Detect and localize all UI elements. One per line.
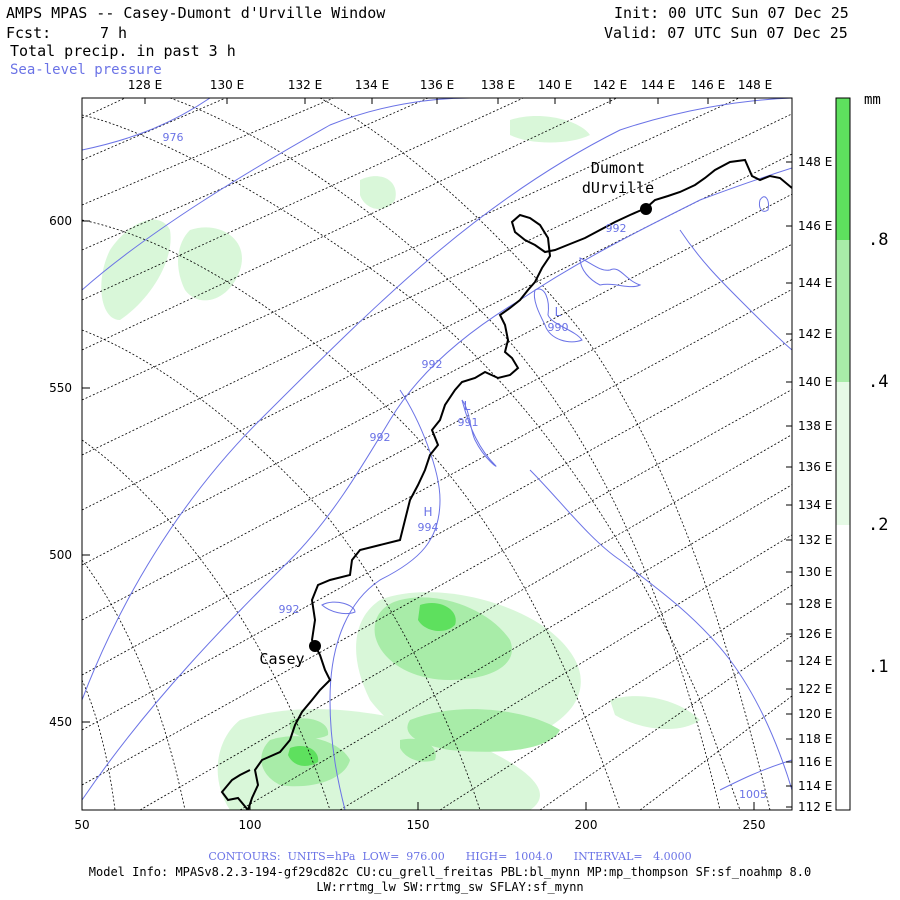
forecast-label: Fcst: <box>6 24 52 42</box>
contour-label: 992 <box>370 431 391 444</box>
colorbar-segment-high <box>836 98 850 240</box>
colorbar-unit: mm <box>864 92 881 108</box>
plot-title: AMPS MPAS -- Casey-Dumont d'Urville Wind… <box>6 4 386 22</box>
colorbar <box>835 97 851 811</box>
right-lon-label: 146 E <box>798 219 832 233</box>
y-tick-label: 600 <box>49 214 72 228</box>
colorbar-segment-min <box>836 525 850 667</box>
colorbar-segment-mid <box>836 240 850 382</box>
right-lon-label: 136 E <box>798 460 832 474</box>
model-info: Model Info: MPASv8.2.3-194-gf29cd82c CU:… <box>88 865 812 879</box>
axis-labels: 50 100 150 200 250 600 550 500 450 <box>49 214 765 832</box>
pressure-center-labels: L L H <box>423 305 561 519</box>
contour-label: 992 <box>606 222 627 235</box>
graticule <box>82 98 792 810</box>
pressure-contours <box>82 98 792 810</box>
top-lon-label: 134 E <box>355 78 389 92</box>
colorbar-segment-low <box>836 382 850 525</box>
contour-info: CONTOURS: UNITS=hPa LOW= 976.00 HIGH= 10… <box>208 850 692 863</box>
y-tick-label: 450 <box>49 715 72 729</box>
axis-ticks <box>81 98 792 810</box>
pressure-center: L <box>555 305 562 319</box>
forecast-hour: 7 h <box>100 24 128 42</box>
contour-label: 994 <box>418 521 439 534</box>
field-slp-label: Sea-level pressure <box>10 62 162 78</box>
right-lon-label: 122 E <box>798 682 832 696</box>
colorbar-label-2: .2 <box>868 515 889 535</box>
contour-label: 976 <box>163 131 184 144</box>
top-lon-label: 146 E <box>691 78 725 92</box>
colorbar-label-0: .8 <box>868 230 889 250</box>
top-lon-label: 144 E <box>641 78 675 92</box>
contour-label: 992 <box>422 358 443 371</box>
contour-label: 991 <box>458 416 479 429</box>
top-lon-label: 128 E <box>128 78 162 92</box>
right-lon-label: 118 E <box>798 732 832 746</box>
y-tick-label: 500 <box>49 548 72 562</box>
right-lon-label: 126 E <box>798 627 832 641</box>
contour-labels: 976 992 990 992 991 992 994 992 1005 <box>163 131 768 801</box>
colorbar-label-1: .4 <box>868 372 889 392</box>
x-tick-label: 100 <box>239 818 262 832</box>
top-lon-label: 138 E <box>481 78 515 92</box>
right-lon-label: 120 E <box>798 707 832 721</box>
top-lon-label: 148 E <box>738 78 772 92</box>
right-lon-label: 142 E <box>798 327 832 341</box>
right-lon-label: 130 E <box>798 565 832 579</box>
x-tick-label: 200 <box>575 818 598 832</box>
top-lon-label: 132 E <box>288 78 322 92</box>
right-lon-label: 144 E <box>798 276 832 290</box>
x-tick-label: 150 <box>407 818 430 832</box>
pressure-center: L <box>464 399 471 413</box>
contour-label: 990 <box>548 321 569 334</box>
right-lon-label: 140 E <box>798 375 832 389</box>
right-lon-label: 114 E <box>798 779 832 793</box>
right-lon-label: 128 E <box>798 597 832 611</box>
right-lon-label: 148 E <box>798 155 832 169</box>
contour-label: 1005 <box>739 788 767 801</box>
top-lon-label: 142 E <box>593 78 627 92</box>
valid-time: Valid: 07 UTC Sun 07 Dec 25 <box>604 24 848 42</box>
right-lon-label: 116 E <box>798 755 832 769</box>
right-lon-label: 112 E <box>798 800 832 814</box>
colorbar-segment-blank <box>836 667 850 810</box>
precip-shading <box>101 115 700 810</box>
station-label: dUrville <box>582 179 654 197</box>
x-tick-label: 250 <box>743 818 766 832</box>
y-tick-label: 550 <box>49 381 72 395</box>
top-lon-label: 140 E <box>538 78 572 92</box>
colorbar-label-3: .1 <box>868 657 889 677</box>
station-dot <box>309 640 321 652</box>
field-precip-label: Total precip. in past 3 h <box>10 42 236 60</box>
top-lon-label: 130 E <box>210 78 244 92</box>
right-lon-label: 134 E <box>798 498 832 512</box>
right-lon-label: 132 E <box>798 533 832 547</box>
right-lon-label: 124 E <box>798 654 832 668</box>
right-lon-label: 138 E <box>798 419 832 433</box>
top-lon-label: 136 E <box>420 78 454 92</box>
model-info-physics: LW:rrtmg_lw SW:rrtmg_sw SFLAY:sf_mynn <box>316 880 584 894</box>
station-label: Dumont <box>591 159 645 177</box>
right-longitude-labels: 148 E 146 E 144 E 142 E 140 E 138 E 136 E 134 E… <box>798 155 832 814</box>
station-markers: Dumont dUrville Casey <box>259 159 654 668</box>
x-tick-label: 50 <box>74 818 89 832</box>
init-time: Init: 00 UTC Sun 07 Dec 25 <box>614 4 849 22</box>
station-label: Casey <box>259 650 304 668</box>
pressure-center: H <box>423 505 432 519</box>
station-dot <box>640 203 652 215</box>
contour-label: 992 <box>279 603 300 616</box>
top-longitude-labels: 128 E 130 E 132 E 134 E 136 E 138 E 140 E 142 E… <box>128 78 772 92</box>
